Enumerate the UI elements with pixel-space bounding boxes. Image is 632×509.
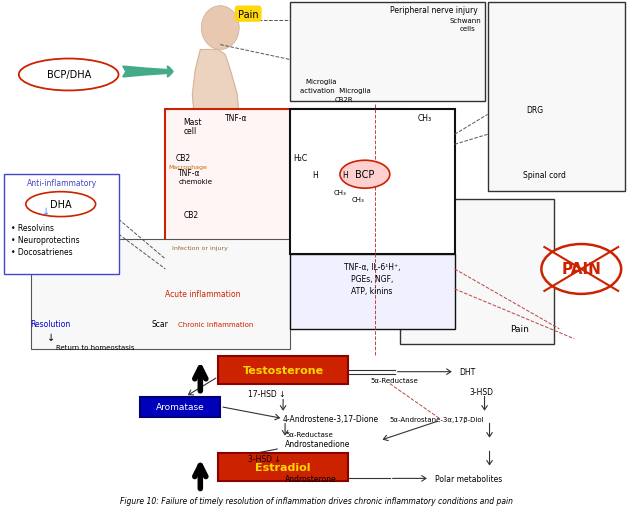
Text: ↓: ↓ bbox=[47, 332, 55, 342]
Text: 17-HSD ↓: 17-HSD ↓ bbox=[248, 389, 286, 399]
Text: Aromatase: Aromatase bbox=[156, 402, 205, 411]
Text: H: H bbox=[342, 171, 348, 179]
Bar bbox=[31, 240, 290, 349]
Text: Resolution: Resolution bbox=[30, 320, 71, 329]
Text: TNF-α: TNF-α bbox=[178, 168, 201, 177]
Text: CB2: CB2 bbox=[176, 153, 190, 162]
Text: Androsterone: Androsterone bbox=[285, 474, 337, 483]
Text: TNF-α, IL-6¹H⁺,: TNF-α, IL-6¹H⁺, bbox=[344, 263, 400, 272]
Text: CH₃: CH₃ bbox=[351, 197, 364, 203]
Text: 5α-Reductase: 5α-Reductase bbox=[371, 377, 418, 383]
Text: Chronic inflammation: Chronic inflammation bbox=[178, 321, 253, 327]
Text: cell: cell bbox=[183, 127, 197, 135]
Text: 4-Androstene-3,17-Dione: 4-Androstene-3,17-Dione bbox=[283, 414, 379, 423]
Text: 3-HSD ↓: 3-HSD ↓ bbox=[248, 454, 281, 463]
Text: • Neuroprotectins: • Neuroprotectins bbox=[11, 235, 80, 244]
Bar bbox=[487, 3, 625, 192]
Text: DRG: DRG bbox=[526, 106, 543, 115]
Text: Anti-inflammatory: Anti-inflammatory bbox=[27, 178, 97, 187]
Text: Estradiol: Estradiol bbox=[255, 463, 311, 472]
Text: Return to homeostasis: Return to homeostasis bbox=[56, 344, 134, 350]
Text: CB2R: CB2R bbox=[335, 97, 353, 103]
Ellipse shape bbox=[26, 192, 95, 217]
Text: 5α-Androstane-3α,17β-Diol: 5α-Androstane-3α,17β-Diol bbox=[390, 416, 484, 422]
Text: Schwann: Schwann bbox=[449, 18, 482, 23]
Text: Macrophage: Macrophage bbox=[168, 164, 207, 169]
Ellipse shape bbox=[202, 7, 239, 50]
Text: chemokie: chemokie bbox=[178, 179, 212, 185]
Text: H₂C: H₂C bbox=[293, 153, 307, 162]
Text: Microglia: Microglia bbox=[305, 79, 336, 86]
Text: Androstanedione: Androstanedione bbox=[285, 439, 351, 448]
Text: Polar metabolites: Polar metabolites bbox=[435, 474, 502, 483]
Text: • Docosatrienes: • Docosatrienes bbox=[11, 247, 73, 256]
Text: Figure 10: Failure of timely resolution of inflammation drives chronic inflammat: Figure 10: Failure of timely resolution … bbox=[119, 496, 513, 505]
Text: Pain: Pain bbox=[510, 325, 529, 333]
Text: Testosterone: Testosterone bbox=[243, 365, 324, 375]
Bar bbox=[218, 454, 348, 482]
Bar bbox=[218, 356, 348, 384]
Text: Infection or injury: Infection or injury bbox=[173, 245, 228, 250]
Text: Pain: Pain bbox=[238, 10, 258, 20]
Text: TNF-α: TNF-α bbox=[225, 114, 248, 123]
Bar bbox=[290, 110, 454, 254]
Bar bbox=[166, 110, 400, 294]
Bar bbox=[290, 3, 485, 102]
Text: DHT: DHT bbox=[459, 367, 476, 377]
Ellipse shape bbox=[340, 161, 390, 189]
Text: PGEs, NGF,: PGEs, NGF, bbox=[351, 275, 393, 284]
Text: Mast: Mast bbox=[183, 118, 202, 127]
Text: Acute inflammation: Acute inflammation bbox=[166, 290, 241, 299]
Text: CB2: CB2 bbox=[183, 210, 198, 219]
Text: Peripheral nerve injury: Peripheral nerve injury bbox=[390, 6, 478, 15]
Text: CH₃: CH₃ bbox=[334, 190, 346, 196]
Text: BCP/DHA: BCP/DHA bbox=[47, 70, 91, 80]
Text: DHA: DHA bbox=[50, 200, 71, 210]
Ellipse shape bbox=[19, 60, 119, 91]
Bar bbox=[290, 254, 454, 329]
Text: Scar: Scar bbox=[152, 320, 169, 329]
Bar bbox=[400, 200, 554, 344]
Ellipse shape bbox=[542, 244, 621, 294]
Text: H: H bbox=[312, 171, 318, 179]
Text: BCP: BCP bbox=[355, 170, 375, 180]
Text: • Resolvins: • Resolvins bbox=[11, 223, 54, 232]
Bar bbox=[4, 175, 119, 274]
Text: ATP, kinins: ATP, kinins bbox=[351, 287, 392, 296]
Bar bbox=[140, 397, 221, 417]
Text: ↓: ↓ bbox=[42, 207, 50, 217]
Text: CH₃: CH₃ bbox=[418, 114, 432, 123]
Text: 3-HSD: 3-HSD bbox=[470, 387, 494, 397]
Text: activation  Microglia: activation Microglia bbox=[300, 88, 371, 94]
Text: PAIN: PAIN bbox=[561, 262, 601, 277]
Polygon shape bbox=[192, 50, 240, 175]
Text: cells: cells bbox=[459, 25, 475, 32]
Text: Spinal cord: Spinal cord bbox=[523, 171, 566, 179]
Text: 5α-Reductase: 5α-Reductase bbox=[285, 431, 333, 437]
